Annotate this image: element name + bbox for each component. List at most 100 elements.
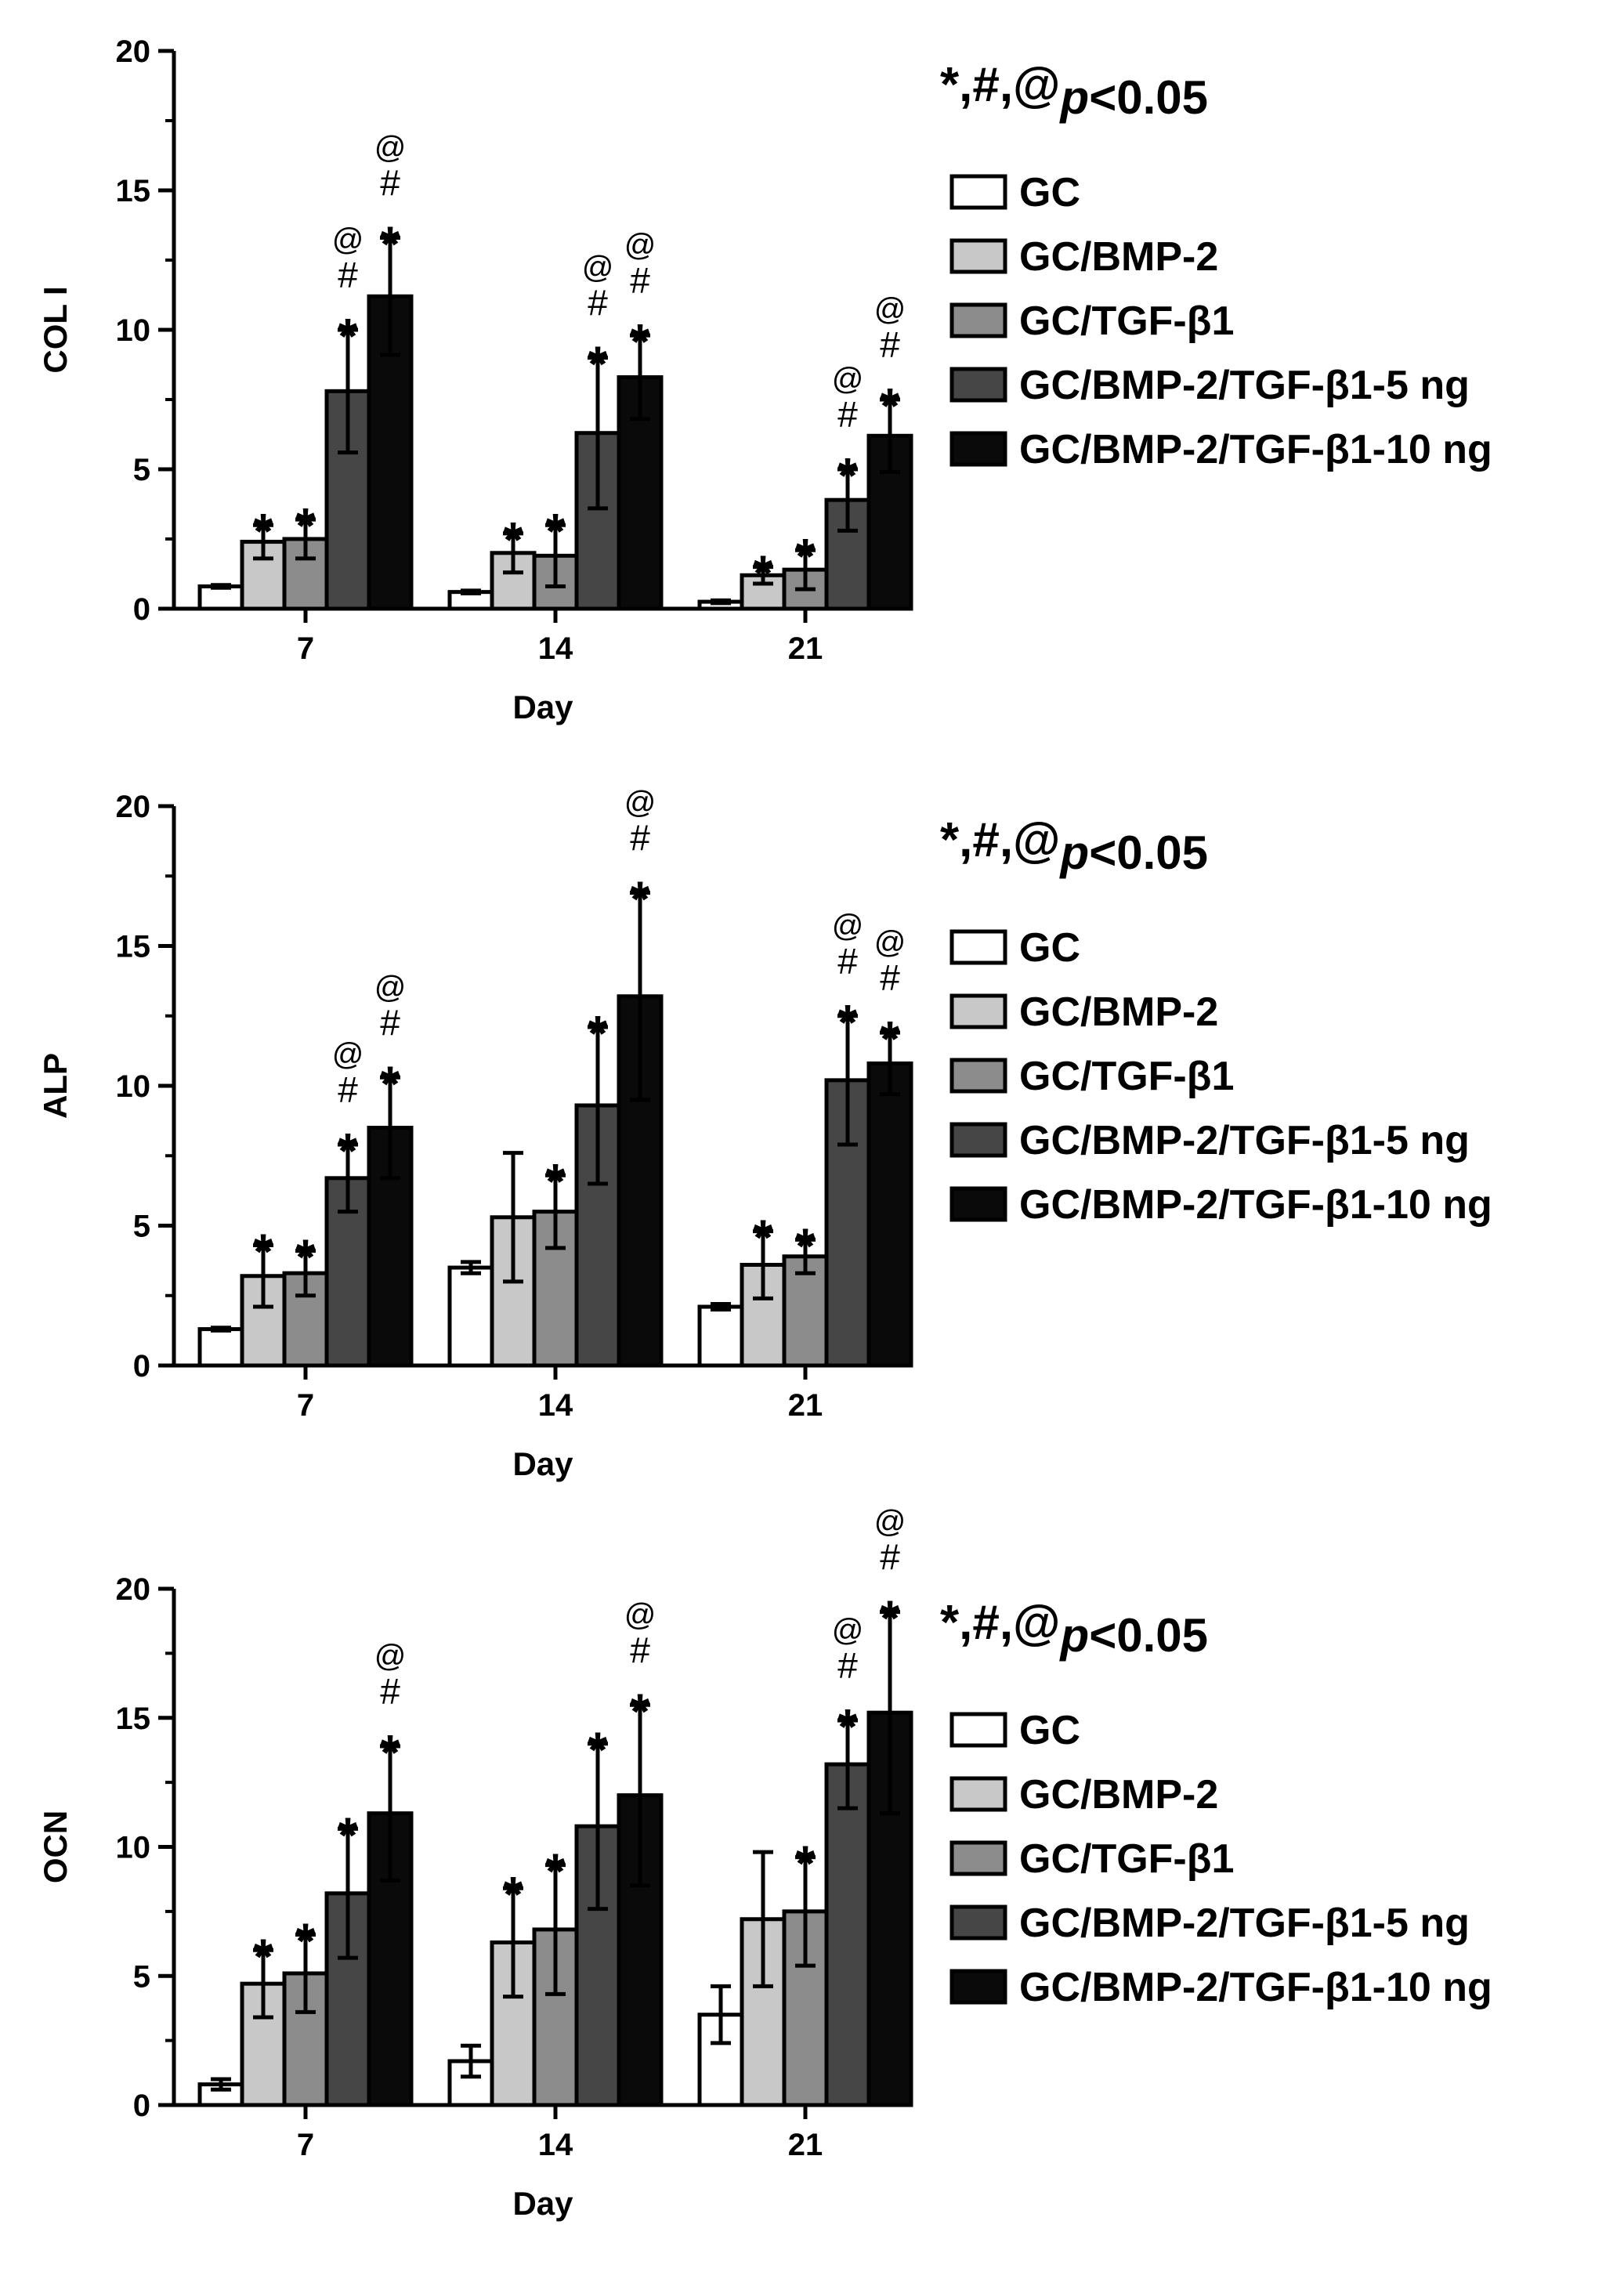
significance-star: * [838, 1698, 858, 1755]
significance-p: p [1059, 71, 1090, 124]
significance-hash: # [837, 394, 858, 435]
significance-star: * [546, 1153, 566, 1210]
x-tick-label: 14 [538, 1388, 573, 1423]
legend-label: GC [1019, 1708, 1080, 1753]
y-tick-label: 15 [116, 174, 151, 208]
bar [367, 294, 414, 611]
bar [697, 1304, 744, 1368]
significance-star: * [754, 545, 773, 602]
legend-label: GC/BMP-2 [1019, 234, 1218, 280]
legend-swatch [949, 1058, 1007, 1094]
bar [824, 1762, 871, 2107]
legend-label: GC/TGF-β1 [1019, 1836, 1234, 1882]
significance-hash: # [380, 163, 400, 204]
y-tick-label: 0 [133, 1349, 150, 1384]
x-axis-title: Day [512, 689, 573, 725]
significance-at: @ [874, 925, 906, 960]
significance-threshold: <0.05 [1089, 71, 1208, 124]
significance-at: @ [832, 362, 864, 396]
significance-star: * [588, 1722, 608, 1778]
significance-at: @ [624, 228, 656, 262]
y-tick-label: 20 [116, 1572, 151, 1607]
legend-swatch [949, 302, 1007, 338]
significance-hash: # [880, 1537, 900, 1578]
significance-star: * [838, 447, 858, 504]
significance-star: * [631, 313, 650, 370]
significance-star: * [381, 1055, 400, 1112]
significance-star: * [254, 1928, 273, 1984]
significance-legend: *,#,@p<0.05 [940, 813, 1208, 879]
significance-threshold: <0.05 [1089, 827, 1208, 879]
y-tick-label: 15 [116, 1702, 151, 1736]
significance-at: @ [374, 1639, 407, 1673]
significance-symbols: *,#,@ [940, 1596, 1061, 1650]
legend-swatch [949, 993, 1007, 1029]
legend-label: GC/TGF-β1 [1019, 298, 1234, 344]
significance-star: * [254, 503, 273, 559]
legend-label: GC/TGF-β1 [1019, 1054, 1234, 1099]
x-axis-title: Day [512, 1445, 573, 1482]
significance-star: * [504, 512, 523, 568]
legend-swatch [949, 1904, 1007, 1941]
significance-hash: # [837, 1645, 858, 1686]
significance-at: @ [832, 1613, 864, 1648]
legend-swatch [949, 1840, 1007, 1876]
significance-hash: # [630, 260, 650, 301]
x-tick-label: 7 [297, 631, 314, 666]
significance-star: * [881, 378, 900, 434]
x-tick-label: 7 [297, 2128, 314, 2162]
significance-at: @ [832, 909, 864, 943]
y-axis-title: COL I [37, 286, 74, 373]
y-tick-label: 20 [116, 790, 151, 824]
significance-star: * [381, 216, 400, 273]
bar [866, 1061, 913, 1368]
y-tick-label: 5 [133, 1959, 150, 1994]
y-axis-title: OCN [37, 1810, 74, 1883]
legend-label: GC [1019, 170, 1080, 215]
significance-star: * [754, 1210, 773, 1266]
significance-at: @ [374, 131, 407, 165]
y-tick-label: 5 [133, 1210, 150, 1244]
significance-at: @ [874, 1505, 906, 1539]
bar [617, 1793, 664, 2107]
y-axis-title: ALP [37, 1053, 74, 1119]
significance-at: @ [374, 970, 407, 1004]
significance-star: * [796, 1836, 816, 1892]
significance-hash: # [380, 1671, 400, 1712]
legend-swatch [949, 1122, 1007, 1158]
y-tick-label: 20 [116, 34, 151, 69]
legend-label: GC/BMP-2 [1019, 1772, 1218, 1818]
x-tick-label: 7 [297, 1388, 314, 1423]
significance-star: * [546, 503, 566, 559]
y-tick-label: 10 [116, 313, 151, 348]
legend-label: GC/BMP-2/TGF-β1-10 ng [1019, 427, 1492, 472]
significance-star: * [296, 497, 316, 554]
legend-swatch [949, 1969, 1007, 2005]
legend-swatch [949, 367, 1007, 403]
legend-swatch [949, 174, 1007, 210]
legend-swatch [949, 431, 1007, 467]
significance-hash: # [380, 1002, 400, 1043]
bar [197, 2082, 244, 2107]
significance-star: * [338, 1807, 358, 1863]
significance-at: @ [332, 222, 364, 257]
legend-swatch [949, 929, 1007, 965]
legend-swatch [949, 238, 1007, 274]
significance-hash: # [338, 255, 358, 295]
significance-p: p [1059, 827, 1090, 879]
significance-symbols: *,#,@ [940, 813, 1061, 867]
legend-swatch [949, 1776, 1007, 1812]
significance-hash: # [880, 957, 900, 998]
y-tick-label: 15 [116, 930, 151, 964]
x-tick-label: 21 [788, 1388, 823, 1423]
significance-hash: # [588, 283, 608, 324]
y-tick-label: 0 [133, 2089, 150, 2123]
bar [447, 1265, 494, 1368]
significance-at: @ [332, 1037, 364, 1072]
significance-star: * [796, 528, 816, 584]
legend-swatch [949, 1186, 1007, 1222]
